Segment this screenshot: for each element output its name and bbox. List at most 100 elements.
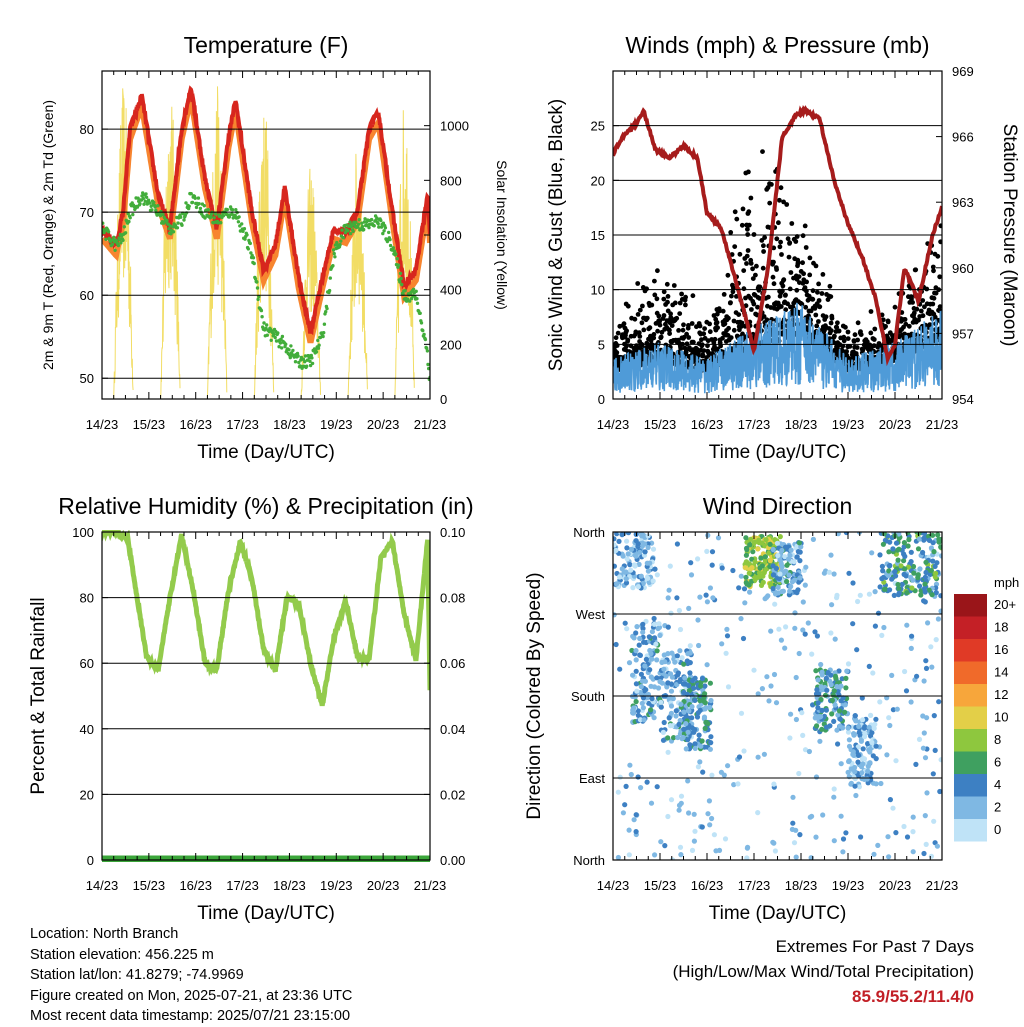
direction-point	[935, 532, 941, 538]
gust-point	[793, 239, 799, 244]
direction-point	[840, 849, 846, 855]
direction-point	[921, 678, 927, 684]
direction-point	[743, 559, 750, 565]
dewpoint-point	[202, 204, 206, 208]
direction-point	[795, 549, 802, 555]
gust-point	[816, 319, 821, 324]
direction-point	[655, 685, 662, 691]
direction-point	[619, 566, 625, 572]
direction-point	[624, 538, 630, 544]
dewpoint-point	[240, 222, 244, 226]
panel-title: Winds (mph) & Pressure (mb)	[625, 32, 929, 58]
gust-point	[930, 264, 936, 270]
direction-point	[674, 541, 681, 547]
direction-point	[667, 723, 674, 729]
direction-point	[865, 768, 871, 774]
dewpoint-point	[422, 332, 426, 337]
direction-point	[622, 802, 628, 808]
direction-point	[613, 547, 619, 554]
direction-point	[691, 729, 697, 735]
direction-point	[776, 626, 782, 632]
gust-point	[720, 335, 725, 341]
direction-point	[770, 585, 776, 592]
gust-point	[728, 335, 734, 340]
y-tick-label: 20	[80, 787, 94, 802]
direction-point	[689, 715, 695, 721]
dewpoint-point	[248, 241, 252, 246]
gust-point	[683, 302, 688, 308]
direction-point	[791, 559, 797, 565]
gust-point	[778, 239, 783, 245]
direction-point	[697, 594, 703, 600]
dewpoint-point	[360, 221, 364, 225]
dewpoint-point	[411, 287, 416, 291]
direction-point	[755, 810, 761, 816]
direction-point	[818, 684, 824, 690]
direction-point	[893, 573, 899, 579]
direction-point	[830, 692, 836, 698]
direction-point	[636, 642, 642, 648]
gust-point	[750, 266, 755, 272]
direction-point	[782, 544, 789, 550]
direction-point	[845, 661, 852, 667]
dewpoint-point	[293, 360, 298, 364]
dewpoint-point	[176, 221, 180, 225]
y2-tick-label: 954	[952, 392, 974, 407]
direction-point	[772, 848, 779, 854]
direction-point	[918, 592, 924, 598]
gust-point	[748, 261, 754, 266]
gust-point	[880, 317, 886, 323]
dewpoint-point	[206, 208, 210, 212]
direction-point	[677, 844, 684, 850]
direction-point	[928, 853, 935, 859]
direction-point	[887, 722, 893, 729]
gust-point	[918, 308, 924, 314]
direction-point	[845, 725, 851, 731]
direction-point	[776, 575, 783, 582]
direction-point	[691, 811, 697, 817]
dewpoint-point	[198, 206, 203, 211]
direction-point	[640, 629, 646, 635]
dewpoint-point	[136, 196, 140, 200]
dewpoint-point	[203, 216, 207, 220]
gust-point	[783, 292, 788, 298]
direction-point	[842, 702, 848, 708]
direction-point	[660, 729, 667, 736]
gust-point	[771, 245, 777, 251]
dewpoint-point	[106, 230, 111, 234]
direction-point	[825, 670, 831, 676]
direction-point	[845, 729, 852, 735]
direction-point	[659, 659, 665, 666]
direction-point	[650, 546, 657, 552]
direction-point	[799, 710, 805, 716]
dewpoint-point	[351, 229, 355, 233]
dewpoint-point	[141, 196, 145, 201]
direction-point	[633, 699, 639, 705]
gust-point	[835, 320, 840, 326]
direction-point	[669, 674, 676, 680]
legend-swatch	[954, 684, 987, 707]
direction-point	[901, 540, 908, 546]
direction-point	[846, 737, 853, 743]
direction-point	[887, 562, 893, 569]
direction-point	[852, 783, 858, 789]
direction-point	[775, 584, 781, 591]
direction-point	[806, 748, 813, 755]
gust-point	[757, 284, 763, 290]
gust-point	[632, 316, 638, 322]
direction-point	[668, 681, 675, 687]
direction-point	[686, 683, 692, 689]
direction-point	[614, 581, 620, 587]
direction-point	[877, 552, 883, 558]
y-tick-label: 50	[80, 371, 94, 386]
direction-point	[697, 707, 703, 713]
direction-point	[748, 536, 754, 542]
y2-axis-label: Solar Insolation (Yellow)	[494, 160, 510, 310]
gust-point	[799, 301, 805, 307]
dewpoint-point	[332, 251, 336, 256]
direction-point	[879, 563, 886, 570]
gust-point	[691, 339, 696, 345]
direction-point	[904, 622, 910, 628]
direction-point	[760, 579, 766, 586]
legend-swatch	[954, 729, 987, 752]
